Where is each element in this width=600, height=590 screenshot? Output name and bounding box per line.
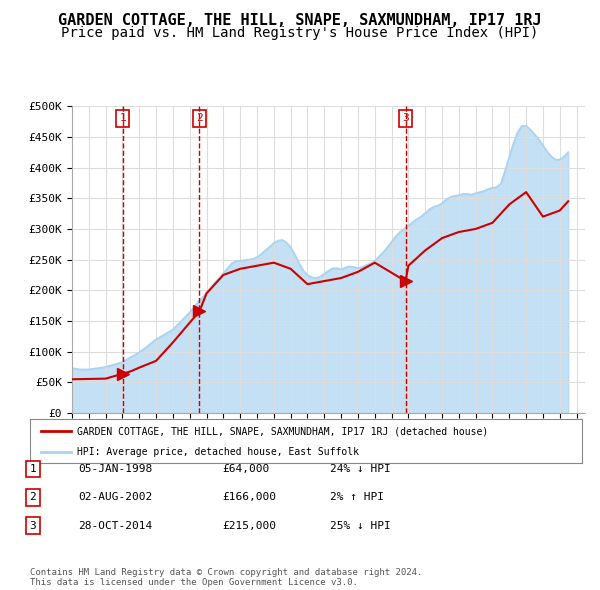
Text: £64,000: £64,000 [222,464,269,474]
Text: GARDEN COTTAGE, THE HILL, SNAPE, SAXMUNDHAM, IP17 1RJ (detached house): GARDEN COTTAGE, THE HILL, SNAPE, SAXMUND… [77,427,488,436]
Text: GARDEN COTTAGE, THE HILL, SNAPE, SAXMUNDHAM, IP17 1RJ: GARDEN COTTAGE, THE HILL, SNAPE, SAXMUND… [58,13,542,28]
Text: £215,000: £215,000 [222,521,276,530]
Text: 05-JAN-1998: 05-JAN-1998 [78,464,152,474]
Text: Contains HM Land Registry data © Crown copyright and database right 2024.
This d: Contains HM Land Registry data © Crown c… [30,568,422,587]
Text: 1: 1 [29,464,37,474]
Text: 28-OCT-2014: 28-OCT-2014 [78,521,152,530]
Text: HPI: Average price, detached house, East Suffolk: HPI: Average price, detached house, East… [77,447,359,457]
Text: 3: 3 [29,521,37,530]
Text: 3: 3 [402,113,409,123]
Text: 1: 1 [119,113,126,123]
Text: 2: 2 [196,113,203,123]
Text: 2% ↑ HPI: 2% ↑ HPI [330,493,384,502]
Text: Price paid vs. HM Land Registry's House Price Index (HPI): Price paid vs. HM Land Registry's House … [61,26,539,40]
Text: 02-AUG-2002: 02-AUG-2002 [78,493,152,502]
Text: £166,000: £166,000 [222,493,276,502]
Text: 24% ↓ HPI: 24% ↓ HPI [330,464,391,474]
Text: 25% ↓ HPI: 25% ↓ HPI [330,521,391,530]
Text: 2: 2 [29,493,37,502]
